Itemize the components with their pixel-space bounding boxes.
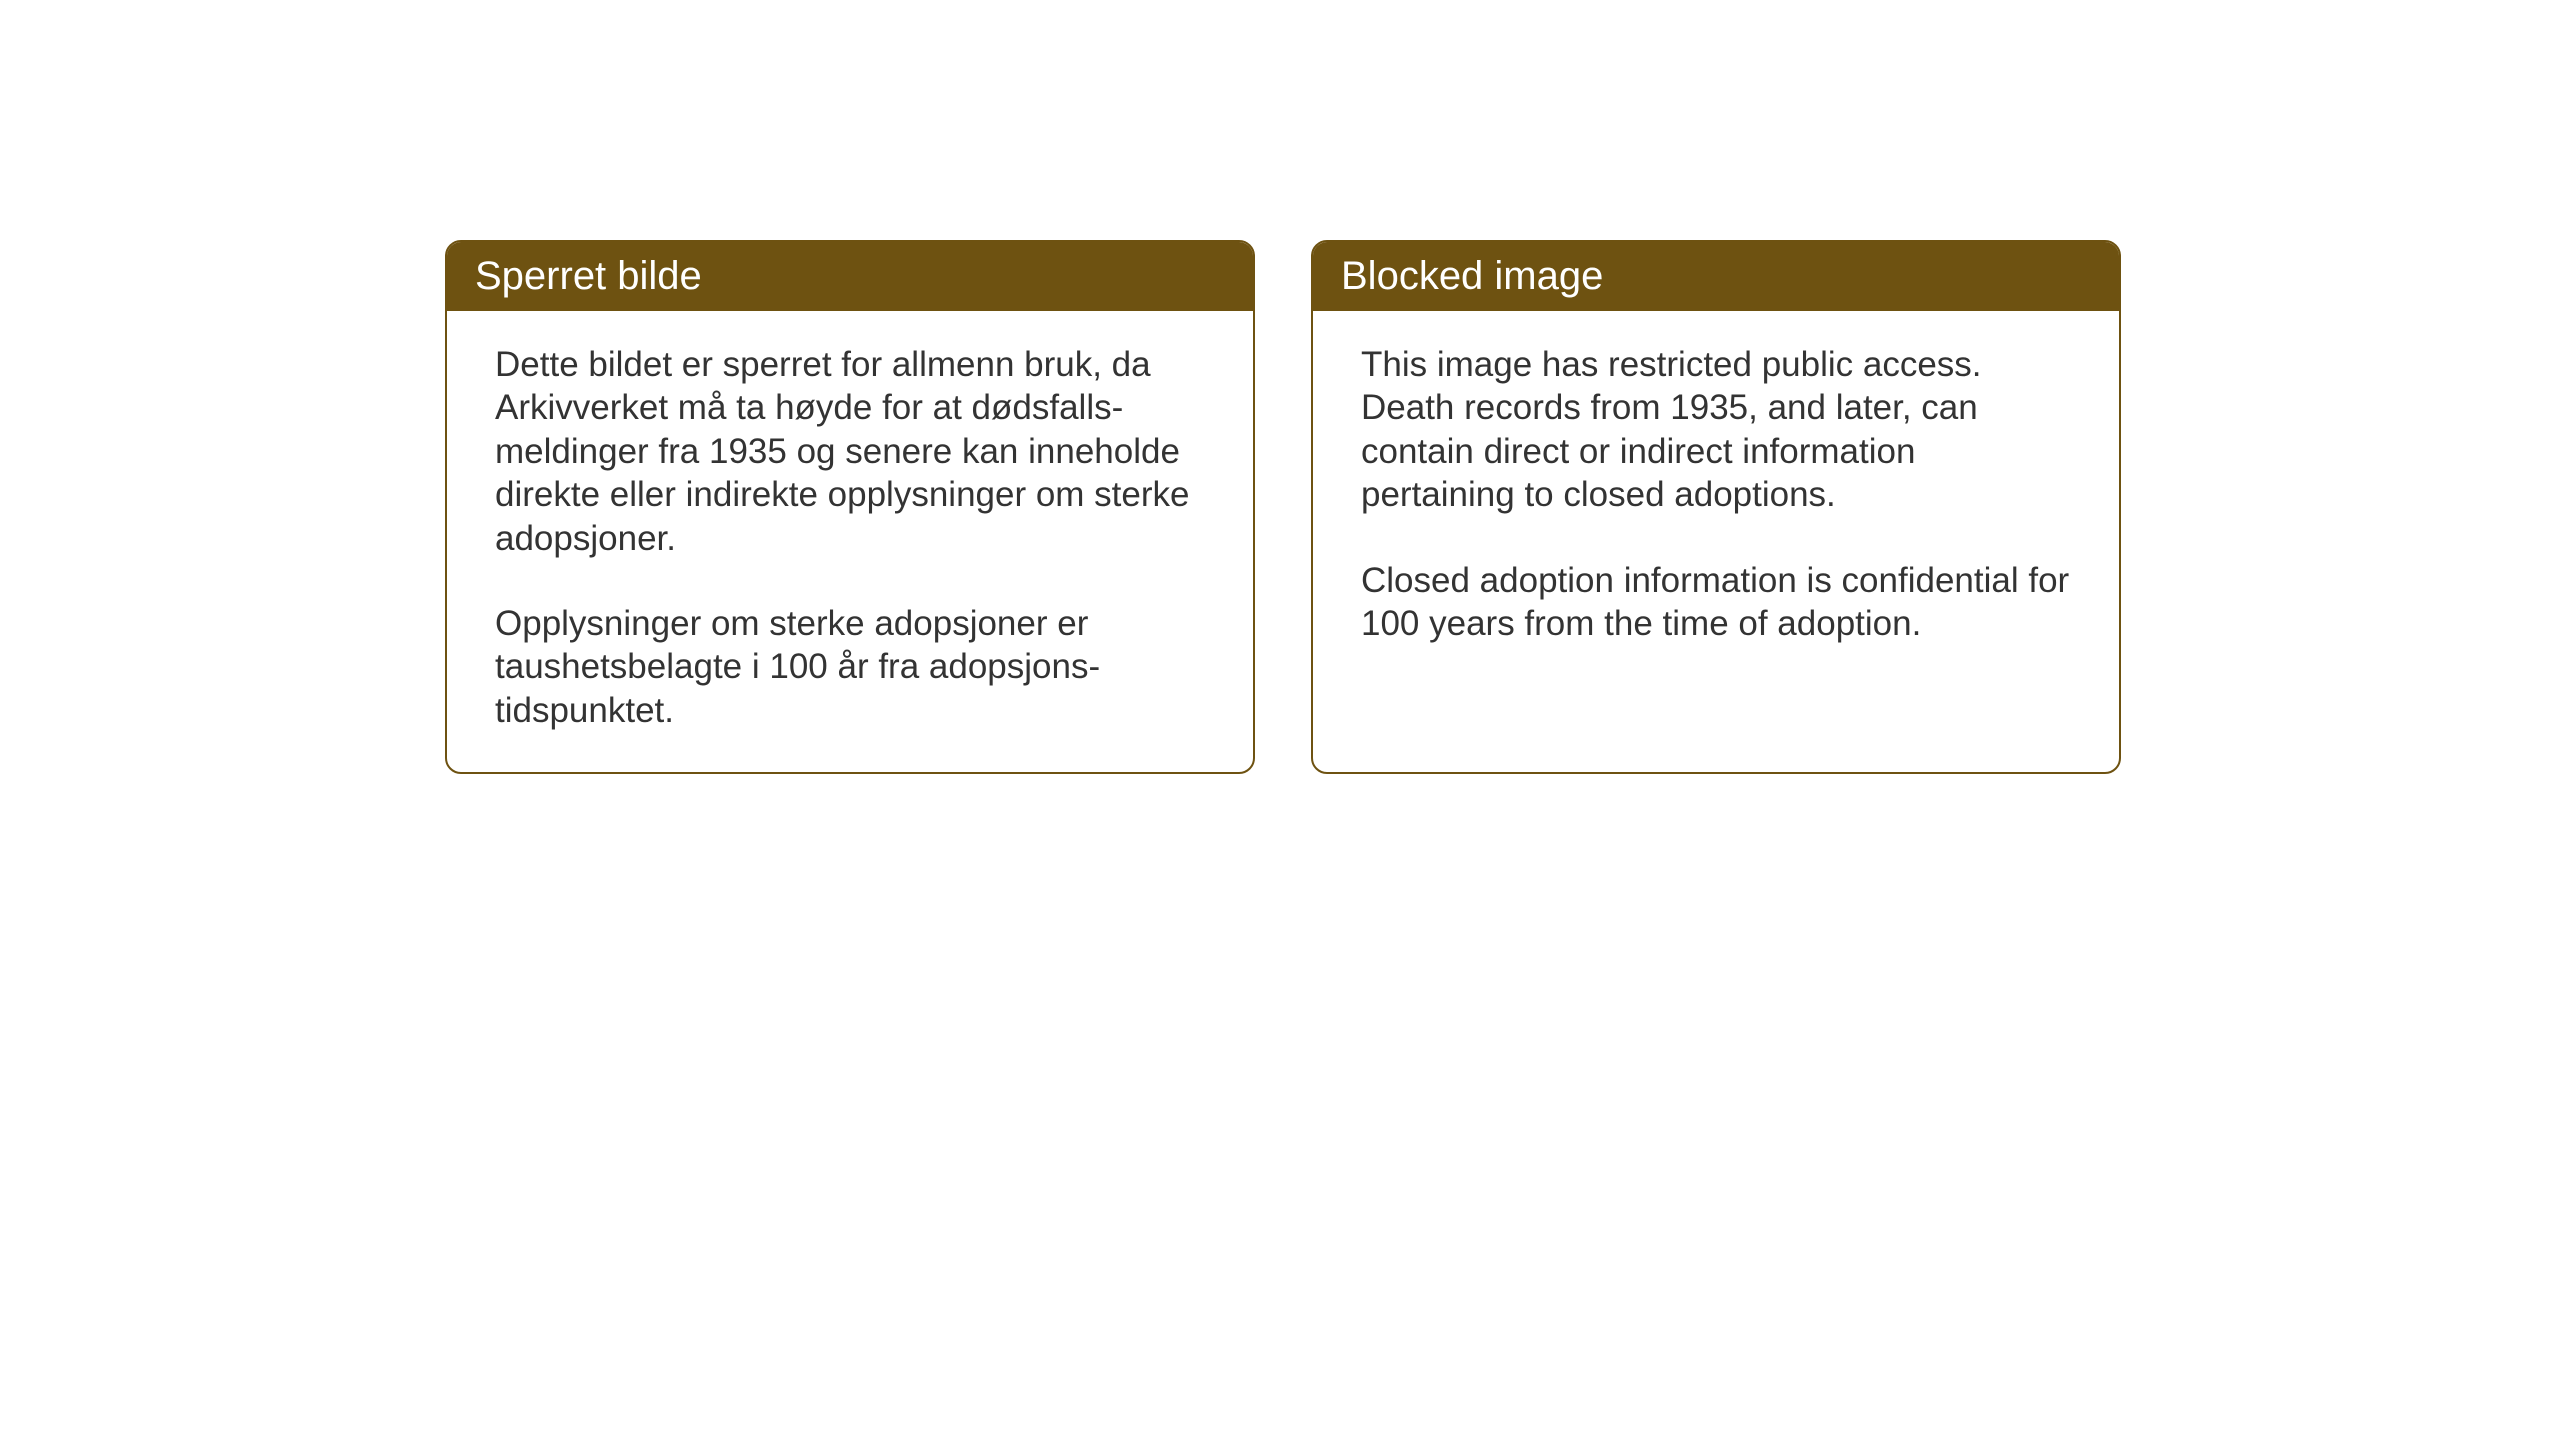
norwegian-notice-card: Sperret bilde Dette bildet er sperret fo… xyxy=(445,240,1255,774)
norwegian-paragraph-1: Dette bildet er sperret for allmenn bruk… xyxy=(495,343,1205,560)
norwegian-card-body: Dette bildet er sperret for allmenn bruk… xyxy=(447,311,1253,772)
english-paragraph-2: Closed adoption information is confident… xyxy=(1361,559,2071,646)
english-paragraph-1: This image has restricted public access.… xyxy=(1361,343,2071,517)
english-card-body: This image has restricted public access.… xyxy=(1313,311,2119,685)
english-card-title: Blocked image xyxy=(1313,242,2119,311)
norwegian-card-title: Sperret bilde xyxy=(447,242,1253,311)
norwegian-paragraph-2: Opplysninger om sterke adopsjoner er tau… xyxy=(495,602,1205,732)
notice-cards-container: Sperret bilde Dette bildet er sperret fo… xyxy=(445,240,2121,774)
english-notice-card: Blocked image This image has restricted … xyxy=(1311,240,2121,774)
